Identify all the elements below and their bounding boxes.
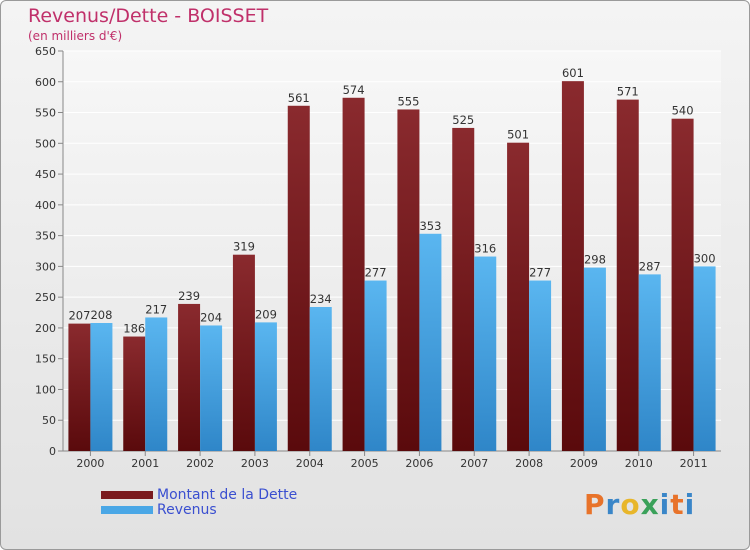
data-label: 277 xyxy=(529,266,551,280)
y-tick-label: 400 xyxy=(35,199,56,212)
x-tick-label: 2010 xyxy=(625,457,653,470)
x-tick-label: 2000 xyxy=(76,457,104,470)
data-label: 209 xyxy=(255,307,277,321)
logo-letter: o xyxy=(620,488,641,521)
data-label: 239 xyxy=(178,289,200,303)
data-label: 186 xyxy=(123,322,145,336)
bar-revenue xyxy=(254,322,277,451)
x-tick-label: 2006 xyxy=(405,457,433,470)
x-tick-label: 2008 xyxy=(515,457,543,470)
data-label: 277 xyxy=(365,266,387,280)
bar-debt xyxy=(123,336,146,451)
y-tick-label: 450 xyxy=(35,168,56,181)
data-label: 540 xyxy=(672,104,694,118)
bar-debt xyxy=(452,127,475,451)
bar-revenue xyxy=(474,256,497,451)
logo-letter: i xyxy=(659,488,671,521)
y-tick-label: 600 xyxy=(35,76,56,89)
y-tick-label: 100 xyxy=(35,383,56,396)
bar-debt xyxy=(178,303,201,451)
legend-swatch-revenue xyxy=(101,506,153,514)
logo-letter: r xyxy=(605,488,621,521)
chart-title: Revenus/Dette - BOISSET xyxy=(28,5,269,27)
bar-revenue xyxy=(309,307,332,451)
logo-letter: i xyxy=(684,488,696,521)
legend-item-revenue: Revenus xyxy=(101,501,217,519)
data-label: 207 xyxy=(68,309,90,323)
data-label: 353 xyxy=(419,219,441,233)
x-tick-label: 2005 xyxy=(351,457,379,470)
y-tick-label: 350 xyxy=(35,230,56,243)
y-tick-label: 250 xyxy=(35,291,56,304)
y-tick-label: 0 xyxy=(49,445,56,458)
x-tick-label: 2011 xyxy=(680,457,708,470)
x-tick-label: 2001 xyxy=(131,457,159,470)
data-label: 204 xyxy=(200,310,222,324)
legend-swatch-debt xyxy=(101,491,153,499)
data-label: 525 xyxy=(452,113,474,127)
y-tick-label: 200 xyxy=(35,322,56,335)
y-tick-label: 150 xyxy=(35,353,56,366)
x-tick-label: 2009 xyxy=(570,457,598,470)
x-tick-label: 2002 xyxy=(186,457,214,470)
legend-label-revenue: Revenus xyxy=(157,502,217,518)
y-tick-label: 50 xyxy=(42,414,56,427)
data-label: 501 xyxy=(507,128,529,142)
data-label: 217 xyxy=(145,302,167,316)
plot-area xyxy=(63,51,721,451)
data-label: 287 xyxy=(639,259,661,273)
x-tick-label: 2004 xyxy=(296,457,324,470)
bar-revenue xyxy=(90,323,113,451)
bar-revenue xyxy=(693,266,716,451)
y-tick-label: 550 xyxy=(35,107,56,120)
bar-debt xyxy=(616,99,639,451)
data-label: 601 xyxy=(562,66,584,80)
bar-debt xyxy=(397,109,420,451)
data-label: 316 xyxy=(474,242,496,256)
data-label: 319 xyxy=(233,240,255,254)
proxiti-logo: Proxiti xyxy=(584,488,695,521)
x-tick-label: 2003 xyxy=(241,457,269,470)
bar-revenue xyxy=(364,280,387,451)
y-tick-label: 650 xyxy=(35,45,56,58)
y-tick-label: 500 xyxy=(35,137,56,150)
data-label: 234 xyxy=(310,292,332,306)
bar-debt xyxy=(342,97,365,452)
bar-revenue xyxy=(145,317,168,451)
bar-revenue xyxy=(638,274,661,451)
data-label: 574 xyxy=(343,83,365,97)
bar-debt xyxy=(287,105,310,452)
bar-debt xyxy=(68,323,91,451)
data-label: 555 xyxy=(397,94,419,108)
y-tick-label: 300 xyxy=(35,260,56,273)
bar-revenue xyxy=(200,325,223,451)
bar-debt xyxy=(232,254,255,451)
data-label: 208 xyxy=(90,308,112,322)
legend-item-debt: Montant de la Dette xyxy=(101,486,297,504)
bar-revenue xyxy=(419,233,442,451)
chart-subtitle: (en milliers d'€) xyxy=(28,29,123,43)
logo-letter: t xyxy=(670,488,685,521)
logo-letter: x xyxy=(640,488,660,521)
data-label: 298 xyxy=(584,253,606,267)
data-label: 571 xyxy=(617,85,639,99)
bar-debt xyxy=(671,118,694,451)
data-label: 561 xyxy=(288,91,310,105)
bar-debt xyxy=(561,81,584,452)
x-tick-label: 2007 xyxy=(460,457,488,470)
bar-revenue xyxy=(529,280,552,451)
data-label: 300 xyxy=(694,251,716,265)
bar-debt xyxy=(507,142,530,451)
legend-label-debt: Montant de la Dette xyxy=(157,487,298,503)
logo-letter: P xyxy=(584,488,606,521)
bar-revenue xyxy=(583,267,606,451)
